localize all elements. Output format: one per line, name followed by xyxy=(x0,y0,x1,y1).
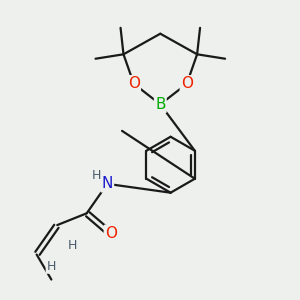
Text: O: O xyxy=(105,226,117,241)
Text: H: H xyxy=(92,169,101,182)
Text: N: N xyxy=(102,176,113,191)
Text: O: O xyxy=(128,76,140,91)
Text: H: H xyxy=(67,239,77,252)
Text: O: O xyxy=(181,76,193,91)
Text: B: B xyxy=(155,97,166,112)
Text: H: H xyxy=(47,260,56,273)
